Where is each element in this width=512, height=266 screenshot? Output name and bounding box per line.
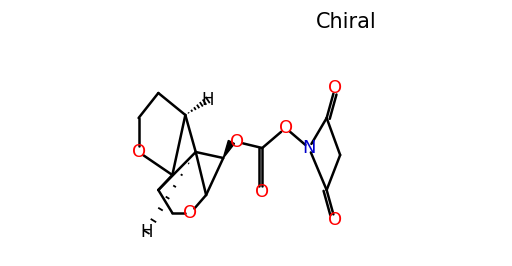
Text: N: N	[302, 139, 316, 157]
Text: H: H	[201, 91, 214, 109]
Text: O: O	[255, 183, 269, 201]
Text: O: O	[328, 79, 342, 97]
Text: H: H	[140, 223, 153, 241]
Text: O: O	[328, 211, 342, 229]
Text: O: O	[230, 133, 244, 151]
Polygon shape	[223, 140, 234, 158]
Text: O: O	[279, 119, 293, 137]
Text: O: O	[132, 143, 145, 161]
Text: O: O	[183, 204, 198, 222]
Text: Chiral: Chiral	[316, 12, 377, 32]
